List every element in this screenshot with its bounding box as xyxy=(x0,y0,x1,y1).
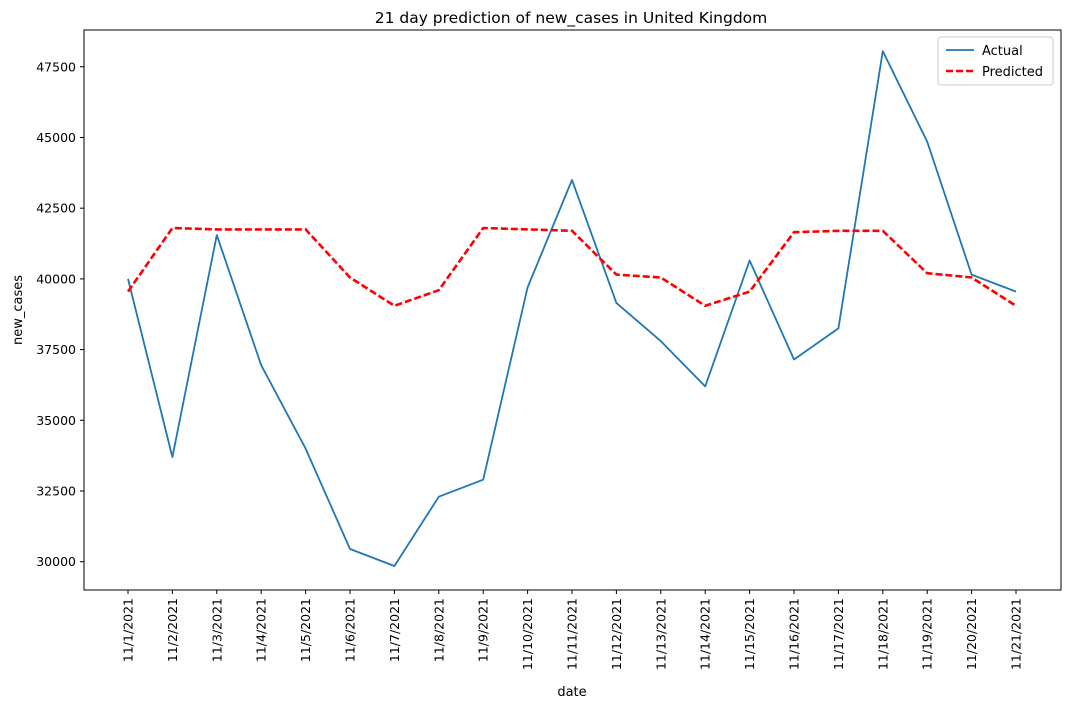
x-tick-label: 11/8/2021 xyxy=(431,598,446,662)
x-tick-label: 11/19/2021 xyxy=(920,598,935,670)
x-axis-label: date xyxy=(557,685,586,700)
x-tick-label: 11/18/2021 xyxy=(875,598,890,670)
x-axis: 11/1/2021 11/2/2021 11/3/2021 11/4/2021 11/5… xyxy=(121,590,1024,670)
x-tick-label: 11/12/2021 xyxy=(609,598,624,670)
x-tick-label: 11/4/2021 xyxy=(254,598,269,662)
y-axis-label: new_cases xyxy=(11,275,26,345)
x-tick-label: 11/11/2021 xyxy=(565,598,580,670)
y-tick-label: 35000 xyxy=(36,413,76,428)
x-tick-label: 11/3/2021 xyxy=(209,598,224,662)
x-tick-label: 11/5/2021 xyxy=(298,598,313,662)
x-tick-label: 11/10/2021 xyxy=(520,598,535,670)
x-tick-label: 11/7/2021 xyxy=(387,598,402,662)
y-tick-label: 47500 xyxy=(36,59,76,74)
x-tick-label: 11/2/2021 xyxy=(165,598,180,662)
x-tick-label: 11/16/2021 xyxy=(787,598,802,670)
legend-label-actual: Actual xyxy=(982,44,1023,59)
y-tick-label: 30000 xyxy=(36,554,76,569)
x-tick-label: 11/6/2021 xyxy=(343,598,358,662)
y-axis: 30000 32500 35000 37500 40000 42500 45000 47500 xyxy=(36,59,84,569)
legend-box xyxy=(937,36,1054,86)
legend: Actual Predicted xyxy=(937,36,1054,86)
x-tick-label: 11/1/2021 xyxy=(121,598,136,662)
y-tick-label: 32500 xyxy=(36,484,76,499)
x-tick-label: 11/17/2021 xyxy=(831,598,846,670)
x-tick-label: 11/9/2021 xyxy=(476,598,491,662)
series-line-actual xyxy=(127,50,1017,567)
x-tick-label: 11/13/2021 xyxy=(653,598,668,670)
legend-label-predicted: Predicted xyxy=(982,65,1043,80)
y-tick-label: 45000 xyxy=(36,130,76,145)
x-tick-label: 11/14/2021 xyxy=(698,598,713,670)
plot-layer xyxy=(126,50,1017,567)
y-tick-label: 42500 xyxy=(36,201,76,216)
x-tick-label: 11/20/2021 xyxy=(964,598,979,670)
series-line-predicted xyxy=(126,226,1017,308)
y-tick-label: 40000 xyxy=(36,271,76,286)
x-tick-label: 11/21/2021 xyxy=(1009,598,1024,670)
x-tick-label: 11/15/2021 xyxy=(742,598,757,670)
chart-title: 21 day prediction of new_cases in United… xyxy=(375,9,768,28)
y-tick-label: 37500 xyxy=(36,342,76,357)
